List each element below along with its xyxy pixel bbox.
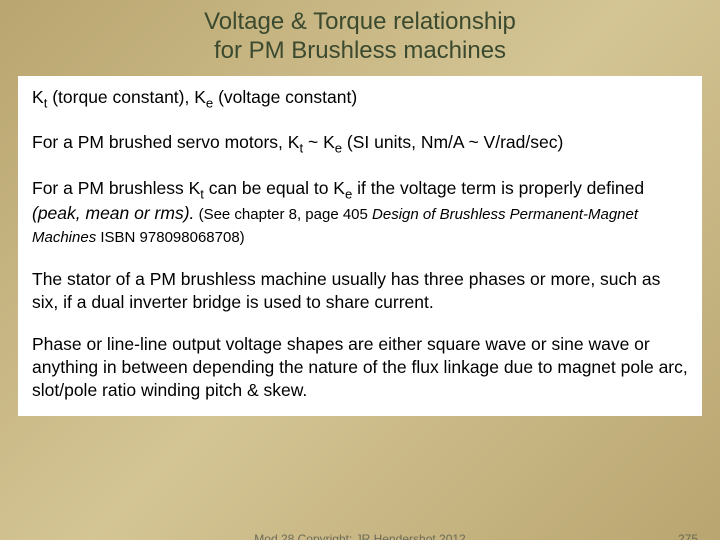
paragraph-brushed: For a PM brushed servo motors, Kt ~ Ke (… [32, 131, 688, 157]
content-box: Kt (torque constant), Ke (voltage consta… [18, 76, 702, 416]
text: (torque constant), K [47, 87, 206, 107]
text: (voltage constant) [213, 87, 357, 107]
paragraph-voltage-shapes: Phase or line-line output voltage shapes… [32, 333, 688, 401]
paragraph-brushless: For a PM brushless Kt can be equal to Ke… [32, 177, 688, 248]
paragraph-constants: Kt (torque constant), Ke (voltage consta… [32, 86, 688, 112]
text: For a PM brushless K [32, 178, 200, 198]
reference-note: (See chapter 8, page 405 [194, 206, 372, 223]
title-line-2: for PM Brushless machines [214, 37, 506, 64]
paragraph-stator: The stator of a PM brushless machine usu… [32, 268, 688, 314]
reference-isbn: ISBN 978098068708) [96, 229, 244, 246]
title-line-1: Voltage & Torque relationship [204, 8, 516, 35]
footer-copyright: Mod 28 Copyright: JR Hendershot 2012 [254, 532, 465, 540]
subscript-e: e [335, 141, 342, 156]
text: ~ K [303, 132, 335, 152]
slide-title: Voltage & Torque relationship for PM Bru… [18, 8, 702, 66]
text: (SI units, Nm/A ~ V/rad/sec) [342, 132, 563, 152]
text: K [32, 87, 44, 107]
slide-container: Voltage & Torque relationship for PM Bru… [0, 0, 720, 540]
text: can be equal to K [204, 178, 345, 198]
text-italic: (peak, mean or rms). [32, 203, 194, 223]
footer-page-number: 275 [678, 532, 698, 540]
text: if the voltage term is properly defined [352, 178, 644, 198]
text: For a PM brushed servo motors, K [32, 132, 299, 152]
